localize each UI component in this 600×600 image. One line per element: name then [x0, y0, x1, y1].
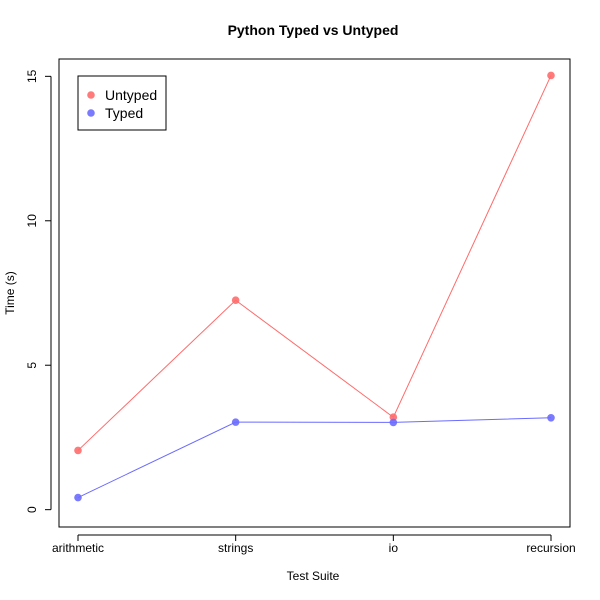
x-tick-label: io — [389, 541, 399, 555]
data-point-typed — [389, 418, 398, 427]
x-axis: arithmetic strings io recursion — [52, 534, 576, 555]
plot-frame — [58, 58, 571, 528]
legend: Untyped Typed — [77, 75, 167, 131]
data-point-typed — [74, 493, 82, 502]
series-line-typed — [77, 417, 552, 498]
legend-label-untyped: Untyped — [105, 87, 157, 103]
x-tick-label: arithmetic — [52, 541, 104, 555]
legend-box — [77, 75, 167, 131]
data-point-typed — [547, 414, 555, 422]
chart-title: Python Typed vs Untyped — [228, 22, 399, 38]
y-axis: 0 5 10 15 — [25, 69, 52, 513]
y-tick-label: 5 — [25, 362, 39, 369]
y-tick-label: 15 — [25, 69, 39, 83]
y-tick-label: 0 — [25, 506, 39, 513]
x-tick-label: strings — [218, 541, 253, 555]
data-point-untyped — [74, 446, 82, 455]
x-axis-label: Test Suite — [287, 569, 340, 583]
x-tick-label: recursion — [526, 541, 575, 555]
data-point-typed — [231, 418, 240, 426]
legend-marker-typed — [87, 109, 95, 117]
series-line-untyped — [77, 75, 552, 451]
data-point-untyped — [231, 296, 240, 305]
legend-marker-untyped — [87, 91, 95, 99]
legend-label-typed: Typed — [105, 105, 143, 121]
series-layer — [74, 71, 555, 502]
y-axis-label: Time (s) — [3, 271, 17, 315]
y-tick-label: 10 — [25, 214, 39, 228]
data-point-untyped — [547, 71, 555, 80]
data-point-untyped — [389, 413, 398, 422]
